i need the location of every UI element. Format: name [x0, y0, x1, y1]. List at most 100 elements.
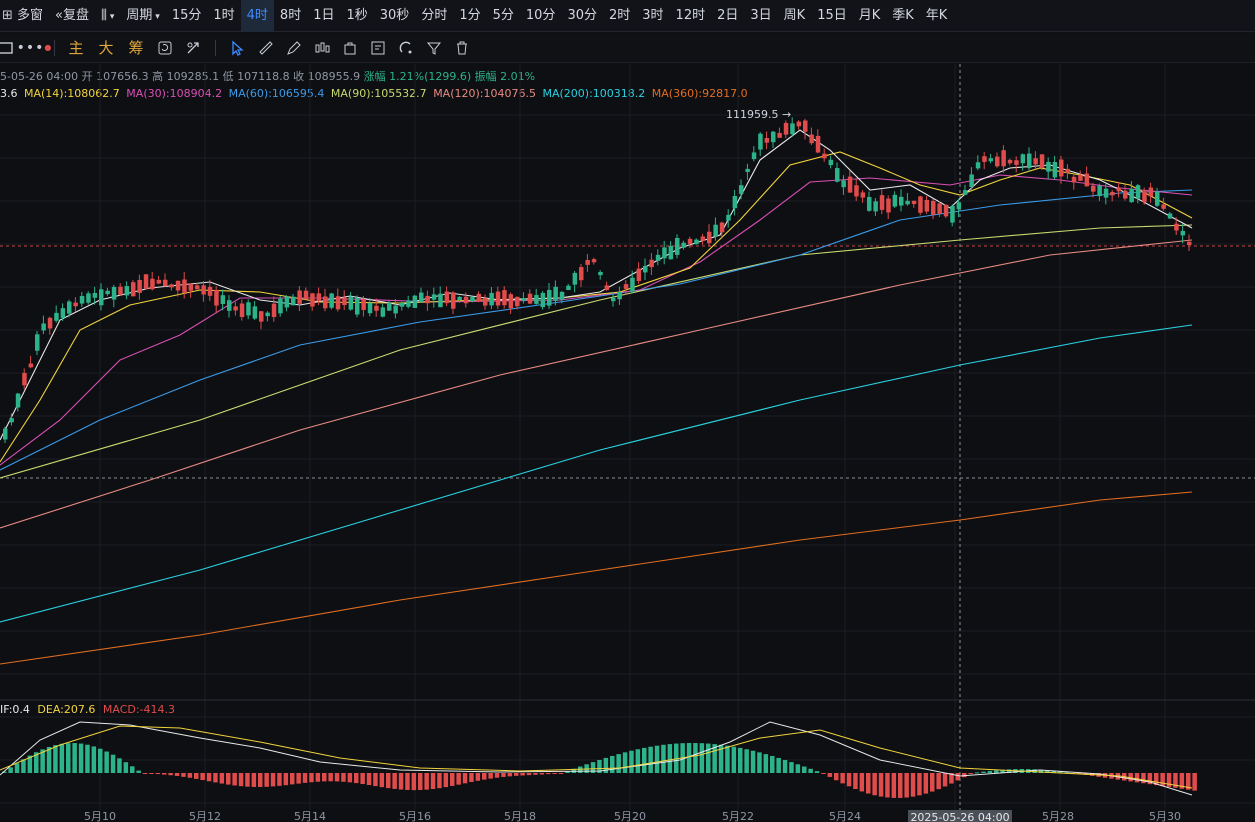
- macd-bar: [853, 773, 858, 790]
- big-indicator-button[interactable]: 大: [98, 39, 114, 57]
- macd-bar: [290, 773, 295, 785]
- interval-tab[interactable]: 12时: [675, 7, 706, 23]
- interval-tab[interactable]: 15日: [817, 7, 847, 23]
- candle-body: [956, 202, 962, 210]
- macd-bar: [565, 771, 570, 773]
- candle-body: [675, 237, 680, 255]
- interval-tab[interactable]: 3时: [642, 7, 664, 23]
- macd-bar: [213, 773, 218, 783]
- pen-icon[interactable]: [280, 34, 308, 62]
- macd-bar: [616, 754, 621, 773]
- interval-tab[interactable]: 15分: [171, 7, 202, 23]
- candle-body: [28, 363, 34, 368]
- chip-indicator-button[interactable]: 筹: [128, 39, 144, 57]
- rectangle-icon[interactable]: [0, 34, 20, 62]
- macd-bar: [411, 773, 417, 791]
- candle-body: [719, 222, 725, 233]
- period-dropdown[interactable]: 周期 ▾: [126, 7, 160, 23]
- macd-bar: [117, 758, 122, 773]
- candle-body: [892, 194, 898, 207]
- candle-body: [1027, 153, 1032, 169]
- interval-tab[interactable]: 4时: [240, 0, 274, 32]
- candle-body: [566, 285, 571, 291]
- more-icon[interactable]: ••• ●: [16, 39, 52, 56]
- interval-tab[interactable]: 30秒: [379, 7, 410, 23]
- candle-body: [297, 290, 302, 304]
- note-icon[interactable]: [364, 34, 392, 62]
- interval-tab[interactable]: 年K: [925, 7, 948, 23]
- candle-body: [342, 297, 347, 306]
- macd-bar: [590, 762, 596, 773]
- grid-icon: ⊞: [2, 7, 18, 23]
- interval-tab[interactable]: 1分: [459, 7, 481, 23]
- high-value: 109285.1: [166, 70, 220, 83]
- candle-body: [1142, 191, 1147, 202]
- restore-button[interactable]: «复盘: [55, 7, 90, 23]
- macd-bar: [2, 771, 7, 773]
- macd-bar: [949, 773, 954, 784]
- interval-tab[interactable]: 1日: [313, 7, 335, 23]
- dif-label: IF:0.4: [0, 703, 30, 716]
- settings-icon[interactable]: [179, 34, 207, 62]
- macd-bar: [795, 764, 801, 773]
- candle-body: [182, 279, 187, 293]
- interval-tab[interactable]: 8时: [279, 7, 302, 23]
- x-axis-label: 5月12: [189, 810, 221, 822]
- candle-body: [508, 294, 514, 309]
- macd-bar: [347, 773, 353, 783]
- macd-bar: [302, 773, 308, 783]
- ma200-label: MA(200):100318.2: [542, 87, 646, 100]
- lock-icon[interactable]: [336, 34, 364, 62]
- ma90-line: [0, 224, 1193, 479]
- candle-body: [630, 277, 635, 292]
- interval-tab[interactable]: 分时: [421, 7, 448, 23]
- candle-body: [367, 302, 373, 314]
- macd-bar: [936, 773, 941, 790]
- interval-tab[interactable]: 30分: [567, 7, 597, 23]
- interval-tab[interactable]: 2日: [717, 7, 739, 23]
- candle-body: [572, 272, 578, 285]
- interval-tab[interactable]: 10分: [525, 7, 556, 23]
- cursor-icon[interactable]: [224, 34, 252, 62]
- interval-tab[interactable]: 3日: [750, 7, 772, 23]
- ruler-icon[interactable]: [252, 34, 280, 62]
- x-axis: 5月10 5月12 5月14 5月16 5月18 5月20 5月22 5月24 5月28 5月30…: [84, 810, 1181, 822]
- candle-body: [623, 284, 629, 289]
- macd-bar: [424, 773, 429, 790]
- macd-bar: [968, 773, 973, 774]
- candle-body: [604, 285, 610, 291]
- candle-date: 5-05-26 04:00: [0, 70, 79, 83]
- x-axis-label: 5月14: [294, 810, 326, 822]
- interval-tab[interactable]: 月K: [858, 7, 881, 23]
- interval-tab[interactable]: 周K: [783, 7, 806, 23]
- filter-icon[interactable]: [420, 34, 448, 62]
- candle-body: [559, 291, 565, 300]
- interval-tab[interactable]: 5分: [492, 7, 514, 23]
- multi-window-button[interactable]: ⊞ 多窗: [2, 7, 44, 23]
- candle-body: [35, 334, 40, 351]
- main-indicator-button[interactable]: 主: [68, 39, 84, 57]
- chart-grid: [0, 64, 1255, 810]
- interval-tab[interactable]: 季K: [892, 7, 914, 23]
- candle-body: [1110, 191, 1115, 196]
- ma30-label: MA(30):108904.2: [126, 87, 223, 100]
- close-value: 108955.9: [307, 70, 361, 83]
- trash-icon[interactable]: [448, 34, 476, 62]
- macd-bar: [450, 773, 455, 786]
- candle-body: [316, 293, 322, 302]
- chart-type-dropdown[interactable]: ⫼ ▾: [95, 0, 120, 32]
- magnet-icon[interactable]: [392, 34, 420, 62]
- interval-tab[interactable]: 2时: [608, 7, 631, 23]
- refresh-icon[interactable]: [151, 34, 179, 62]
- candle-body: [175, 280, 181, 291]
- interval-tab[interactable]: 1秒: [346, 7, 368, 23]
- candle-body: [726, 214, 731, 221]
- macd-bar: [194, 773, 199, 779]
- candle-body: [540, 292, 546, 308]
- macd-bar: [955, 773, 961, 781]
- macd-bar: [1058, 771, 1063, 773]
- interval-tab[interactable]: 1时: [213, 7, 235, 23]
- candle-body: [796, 121, 802, 127]
- kline-chart[interactable]: 111959.5 → 5月10 5月12 5月14 5月16 5月18 5月20 5月22 5…: [0, 64, 1255, 822]
- candles-icon[interactable]: [308, 34, 336, 62]
